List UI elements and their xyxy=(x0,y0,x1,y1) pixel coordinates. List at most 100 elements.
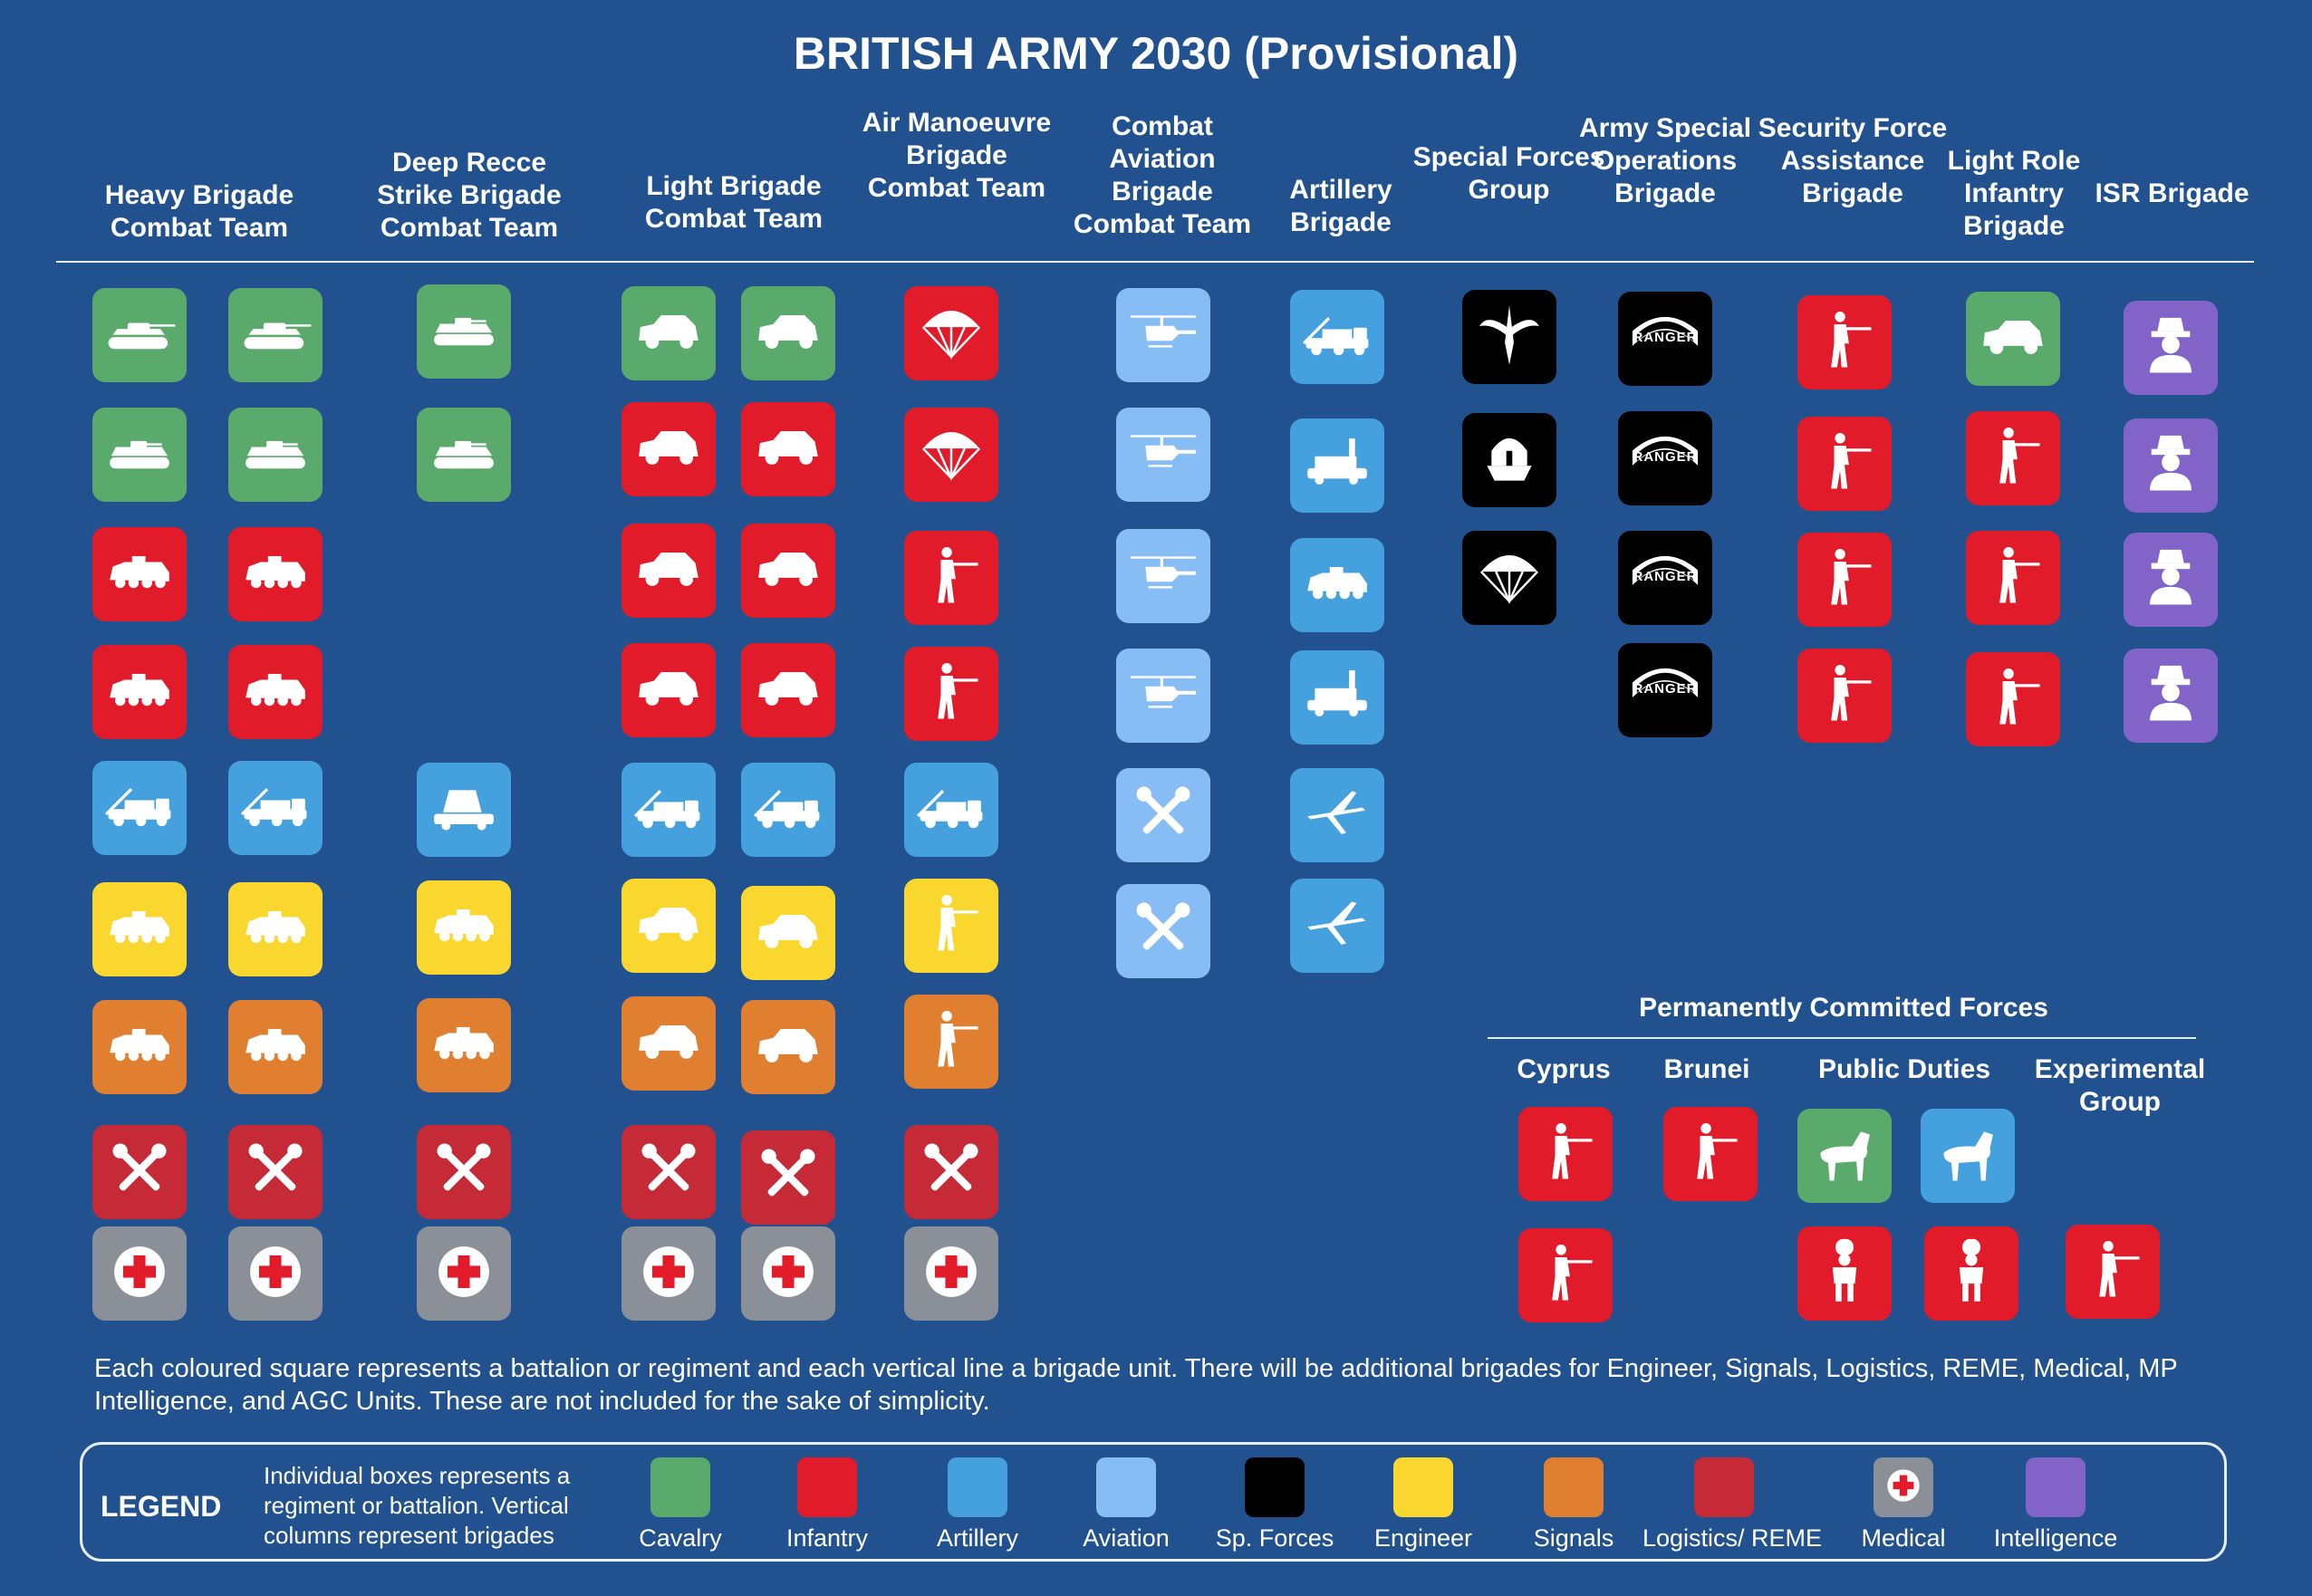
unit-tile-heavy-b xyxy=(228,882,323,976)
unit-tile-light-b xyxy=(741,402,835,496)
pcf-heading-brunei: Brunei xyxy=(1663,1054,1750,1084)
legend-label: Cavalry xyxy=(639,1524,722,1552)
unit-tile-artillery xyxy=(1290,879,1384,973)
column-heading-light-role-brigade: Light Role Infantry Brigade xyxy=(1947,146,2081,241)
unit-tile-light-a xyxy=(621,879,716,973)
unit-tile-heavy-b xyxy=(228,288,323,382)
legend-item-medical: Medical xyxy=(1822,1457,1985,1553)
unit-tile-air-manoeuvre xyxy=(904,1125,998,1219)
legend-swatch xyxy=(1245,1457,1305,1517)
medical-cross-icon xyxy=(914,1235,988,1313)
page-title: BRITISH ARMY 2030 (Provisional) xyxy=(793,28,1519,79)
rifleman-icon xyxy=(1976,539,2050,618)
wrench-icon xyxy=(238,1133,313,1212)
unit-tile-sfa xyxy=(1797,649,1892,743)
legend-item-artillery: Artillery xyxy=(896,1457,1059,1553)
apc-icon xyxy=(1300,546,1374,625)
unit-tile-heavy-a xyxy=(92,408,187,502)
legend-swatch xyxy=(650,1457,710,1517)
ranger-tab-icon xyxy=(1628,419,1702,498)
unit-tile-deep-recce xyxy=(417,998,511,1092)
unit-tile-special-ops: RANGER xyxy=(1618,643,1712,737)
light-vehicle-icon xyxy=(1976,300,2050,379)
unit-tile-heavy-a xyxy=(92,1000,187,1094)
unit-tile-deep-recce xyxy=(417,284,511,379)
public-duties-tile xyxy=(1921,1109,2015,1203)
wrench-icon xyxy=(914,1133,988,1212)
unit-tile-heavy-b xyxy=(228,527,323,621)
explanatory-note: Each coloured square represents a battal… xyxy=(94,1354,2178,1416)
unit-tile-air-manoeuvre xyxy=(904,286,998,380)
parachute-icon xyxy=(1472,539,1546,618)
unit-tile-aviation xyxy=(1116,649,1210,743)
unit-tile-artillery xyxy=(1290,418,1384,513)
rifleman-icon xyxy=(1807,657,1882,736)
unit-tile-deep-recce xyxy=(417,763,511,857)
unit-tile-aviation xyxy=(1116,884,1210,978)
ranger-tab-icon xyxy=(1628,539,1702,618)
unit-tile-sfa xyxy=(1797,295,1892,389)
wrench-icon xyxy=(427,1133,501,1212)
rifleman-icon xyxy=(914,655,988,734)
unit-tile-special-forces xyxy=(1462,290,1556,384)
parachute-icon xyxy=(914,294,988,373)
horse-icon xyxy=(1807,1117,1882,1196)
column-heading-combat-aviation-brigade: Combat Aviation Brigade Combat Team xyxy=(1073,111,1252,239)
unit-tile-special-ops: RANGER xyxy=(1618,531,1712,625)
light-vehicle-icon xyxy=(751,894,825,973)
medical-cross-icon xyxy=(427,1235,501,1313)
medical-cross-icon xyxy=(102,1235,177,1313)
legend-swatch xyxy=(1874,1457,1933,1517)
gun-truck-icon xyxy=(751,771,825,850)
gun-truck-icon xyxy=(238,769,313,848)
legend-item-infantry: Infantry xyxy=(746,1457,909,1553)
guardsman-icon xyxy=(1807,1235,1882,1313)
rifleman-icon xyxy=(1528,1236,1603,1315)
unit-tile-sfa xyxy=(1797,533,1892,627)
guardsman-icon xyxy=(1934,1235,2009,1313)
ifv-icon xyxy=(427,293,501,371)
ranger-tab-text: RANGER xyxy=(1633,681,1698,697)
rifleman-icon xyxy=(2076,1233,2150,1312)
legend-item-sp-forces: Sp. Forces xyxy=(1193,1457,1356,1553)
apc-icon xyxy=(238,1008,313,1087)
apc-icon xyxy=(102,653,177,732)
ranger-tab-text: RANGER xyxy=(1633,569,1698,584)
unit-tile-aviation xyxy=(1116,288,1210,382)
unit-tile-light-b xyxy=(741,286,835,380)
wrench-icon xyxy=(751,1139,825,1217)
apc-icon xyxy=(427,889,501,967)
helicopter-icon xyxy=(1126,416,1200,495)
unit-tile-artillery xyxy=(1290,538,1384,632)
legend-item-cavalry: Cavalry xyxy=(599,1457,762,1553)
radar-vehicle-icon xyxy=(1300,427,1374,505)
legend-label: Infantry xyxy=(785,1524,869,1552)
legend-title: LEGEND xyxy=(101,1490,222,1523)
unit-tile-isr xyxy=(2124,649,2218,743)
unit-tile-air-manoeuvre xyxy=(904,763,998,857)
unit-tile-air-manoeuvre xyxy=(904,531,998,625)
unit-tile-heavy-a xyxy=(92,1226,187,1321)
unit-tile-light-role xyxy=(1966,652,2060,746)
unit-tile-light-a xyxy=(621,1125,716,1219)
ranger-tab-icon xyxy=(1628,300,1702,379)
unit-tile-deep-recce xyxy=(417,408,511,502)
unit-tile-heavy-b xyxy=(228,761,323,855)
rifleman-icon xyxy=(1807,541,1882,620)
light-vehicle-icon xyxy=(631,1005,706,1083)
legend-item-aviation: Aviation xyxy=(1045,1457,1208,1553)
header-divider xyxy=(56,261,2254,263)
unit-tile-light-b xyxy=(741,763,835,857)
ifv-icon xyxy=(427,416,501,495)
unit-tile-sfa xyxy=(1797,417,1892,511)
pcf-heading-experimental-group: Experimental Group xyxy=(2034,1054,2206,1117)
unit-tile-light-b xyxy=(741,886,835,980)
helicopter-icon xyxy=(1126,657,1200,736)
unit-tile-air-manoeuvre xyxy=(904,879,998,973)
legend-description: Individual boxes represents a regiment o… xyxy=(264,1462,571,1549)
legend-label: Signals xyxy=(1533,1524,1614,1552)
helmet-badge-icon xyxy=(1472,421,1546,500)
light-vehicle-icon xyxy=(751,651,825,730)
cyprus-tile xyxy=(1518,1228,1613,1322)
unit-tile-deep-recce xyxy=(417,1125,511,1219)
